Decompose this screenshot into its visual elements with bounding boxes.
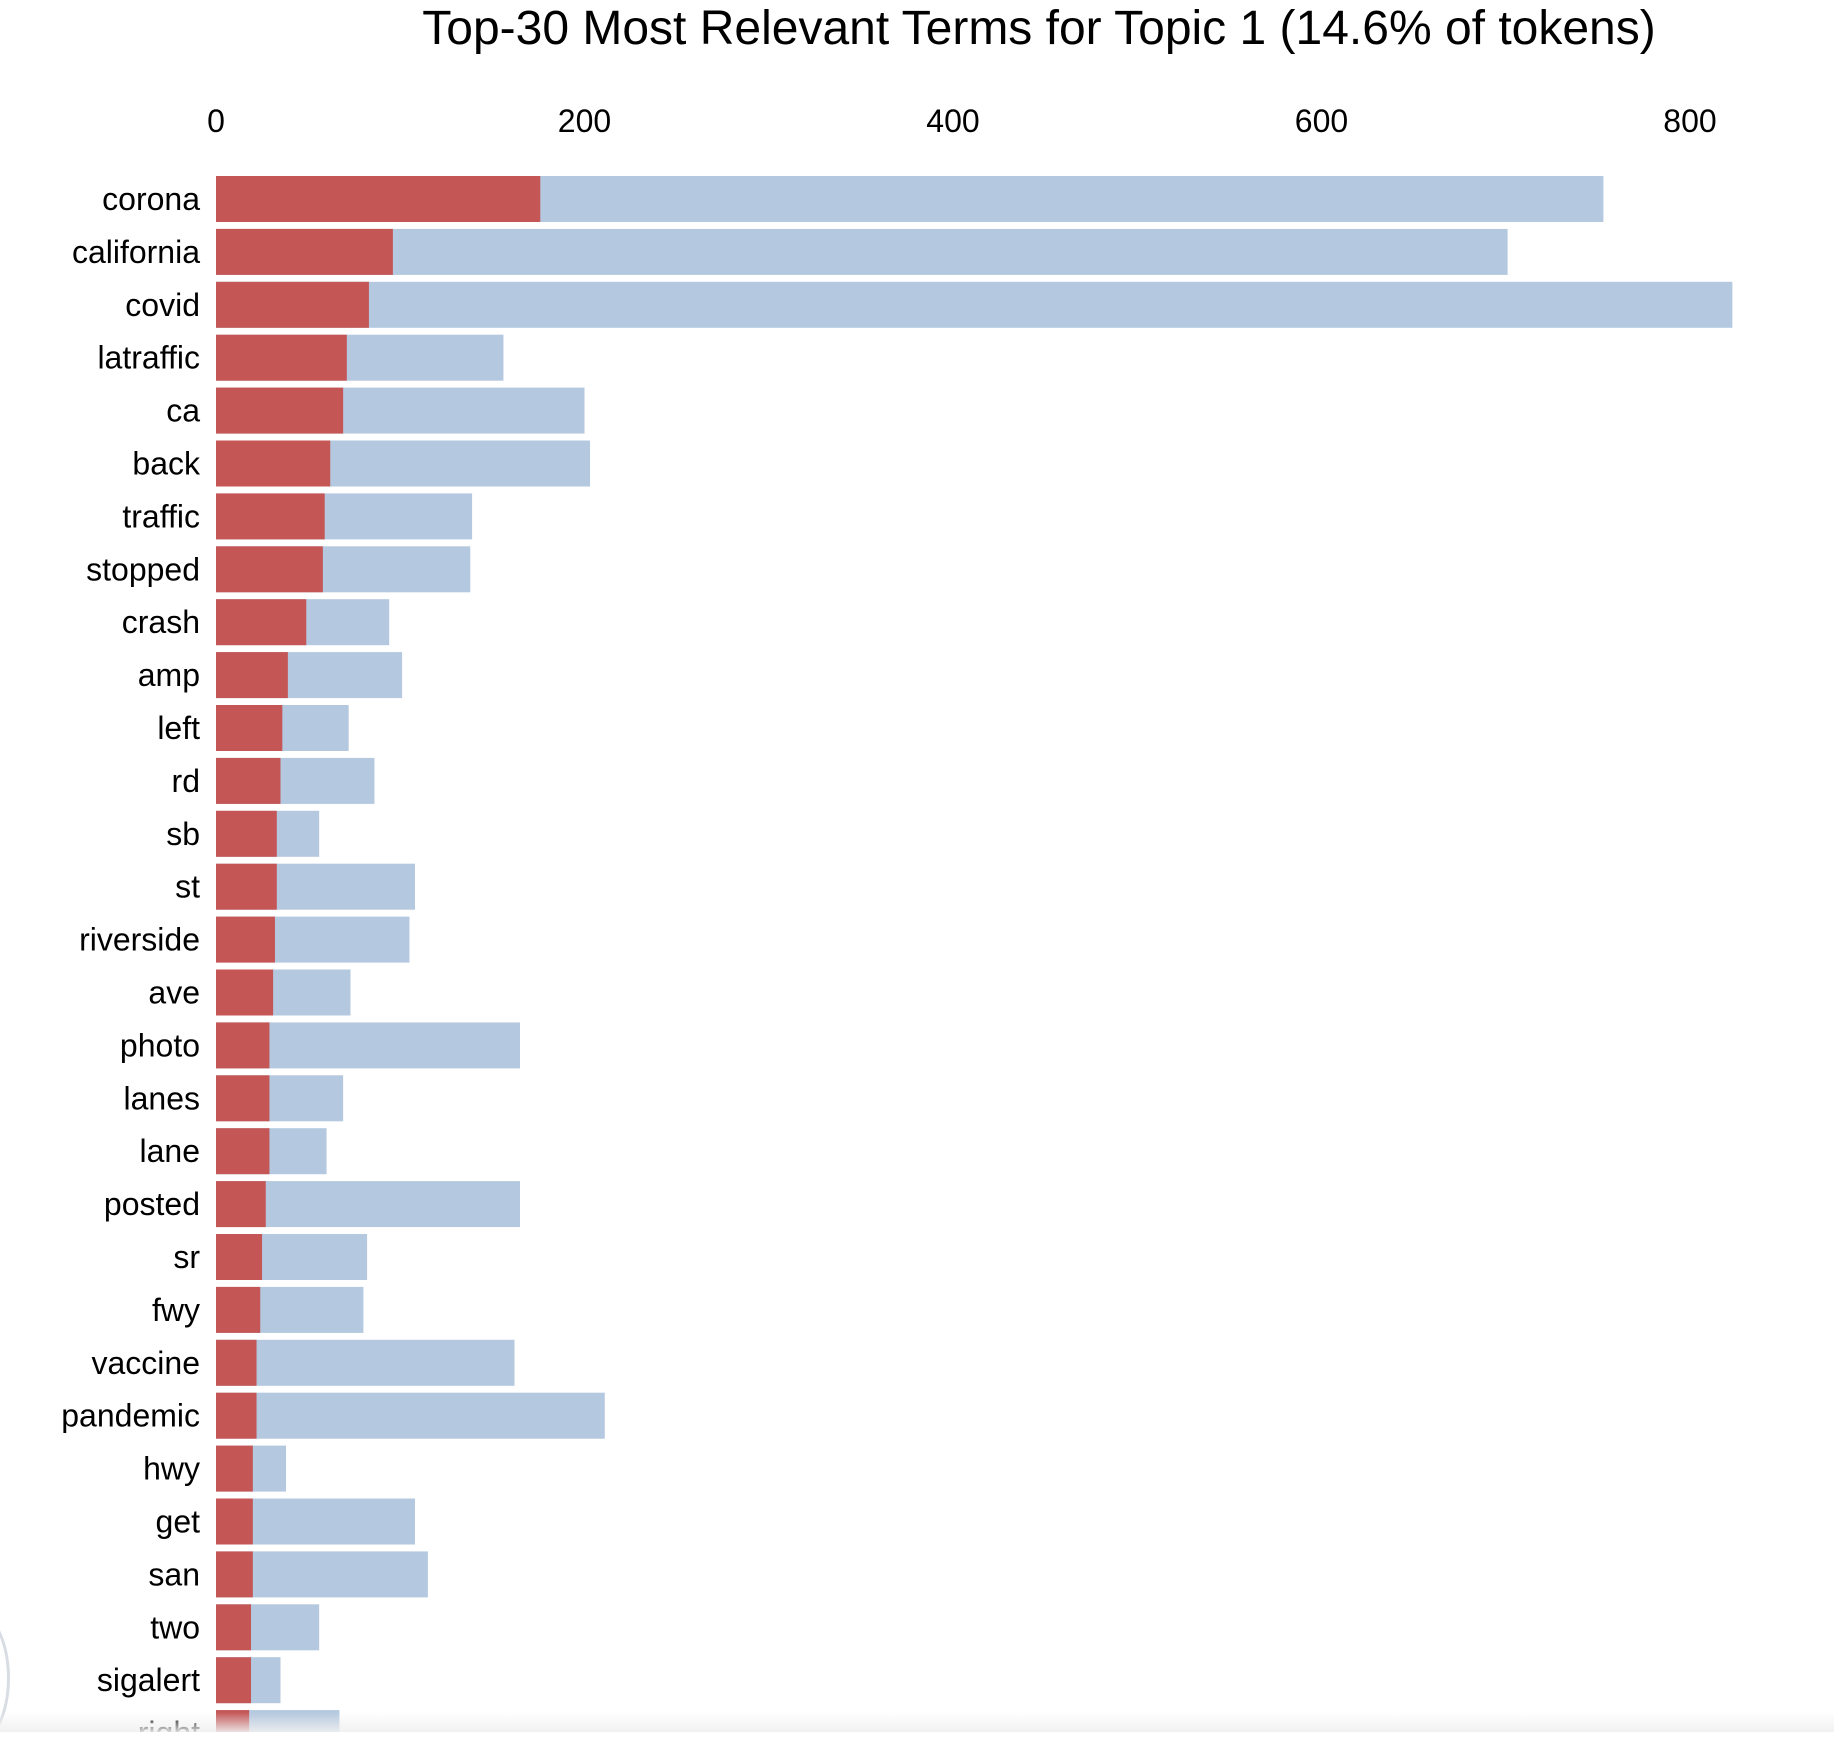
term-label[interactable]: amp [138,657,200,693]
term-label[interactable]: posted [104,1186,200,1222]
topic-frequency-bar[interactable] [216,1181,266,1228]
term-label[interactable]: sigalert [97,1662,200,1698]
x-tick-label: 0 [207,103,225,139]
term-label[interactable]: st [175,869,200,905]
term-label[interactable]: lane [140,1133,201,1169]
topic-frequency-bar[interactable] [216,652,288,699]
overall-frequency-bar[interactable] [216,1392,605,1439]
term-label[interactable]: photo [120,1027,200,1063]
x-tick-label: 200 [558,103,611,139]
term-label[interactable]: ave [148,975,200,1011]
term-label[interactable]: california [72,234,200,270]
term-label[interactable]: covid [125,287,200,323]
term-labels-group: corona california covid latraffic ca back traf… [61,181,201,1732]
topic-frequency-bar[interactable] [216,1657,252,1704]
term-label[interactable]: sb [166,816,200,852]
topic-frequency-bar[interactable] [216,705,283,751]
term-label[interactable]: pandemic [61,1398,200,1434]
topic-frequency-bar[interactable] [216,1286,261,1333]
topic-frequency-bar[interactable] [216,1551,253,1598]
topic-frequency-bar[interactable] [216,1022,270,1069]
topic-frequency-bar[interactable] [216,1075,270,1122]
term-label[interactable]: vaccine [92,1345,201,1381]
term-label[interactable]: stopped [86,551,200,587]
term-label[interactable]: two [150,1609,200,1645]
term-label[interactable]: corona [102,181,200,217]
term-label[interactable]: get [156,1504,201,1540]
topic-frequency-bar[interactable] [216,1234,263,1280]
topic-frequency-bar[interactable] [216,228,393,275]
overall-frequency-bar[interactable] [216,281,1733,328]
x-tick-label: 600 [1295,103,1348,139]
term-label[interactable]: sr [173,1239,200,1275]
term-label[interactable]: rd [172,763,200,799]
topic-frequency-bar[interactable] [216,493,325,540]
overall-frequency-bar[interactable] [216,1339,515,1386]
topic-frequency-bar[interactable] [216,757,281,804]
topic-frequency-bar[interactable] [216,1392,257,1439]
topic-frequency-bar[interactable] [216,810,277,857]
term-label[interactable]: riverside [79,922,200,958]
topic-frequency-bar[interactable] [216,387,344,434]
topic-frequency-bar[interactable] [216,1128,270,1175]
term-label[interactable]: latraffic [97,340,200,376]
topic-frequency-bar[interactable] [216,440,331,487]
topic-frequency-bar[interactable] [216,969,274,1016]
term-label[interactable]: ca [166,393,200,429]
topic-frequency-bar[interactable] [216,546,323,593]
term-label[interactable]: fwy [152,1292,200,1328]
overall-frequency-bar[interactable] [216,1181,521,1228]
topic-frequency-bar[interactable] [216,1498,253,1545]
chart-title: Top-30 Most Relevant Terms for Topic 1 (… [422,2,1655,55]
topic-frequency-bar[interactable] [216,1445,253,1492]
topic-frequency-bar[interactable] [216,281,369,328]
overall-frequency-bar[interactable] [216,228,1508,275]
term-label[interactable]: back [132,446,201,482]
topic-frequency-bar[interactable] [216,916,275,963]
bars-group [216,176,1733,1732]
bottom-edge-shadow [0,1712,1834,1732]
x-tick-label: 800 [1663,103,1716,139]
topic-frequency-bar[interactable] [216,1604,252,1651]
term-label[interactable]: left [157,710,200,746]
x-axis-ticks: 0 200 400 600 800 [207,103,1717,139]
topic-frequency-bar[interactable] [216,1339,257,1386]
term-label[interactable]: lanes [124,1080,201,1116]
topic-frequency-bar[interactable] [216,863,277,910]
term-label[interactable]: san [148,1556,200,1592]
topic-frequency-bar[interactable] [216,176,541,222]
x-tick-label: 400 [926,103,979,139]
topic-frequency-bar[interactable] [216,599,307,646]
term-label[interactable]: traffic [122,498,200,534]
term-label[interactable]: crash [122,604,200,640]
topic-frequency-bar[interactable] [216,334,347,381]
term-label[interactable]: hwy [143,1451,200,1487]
